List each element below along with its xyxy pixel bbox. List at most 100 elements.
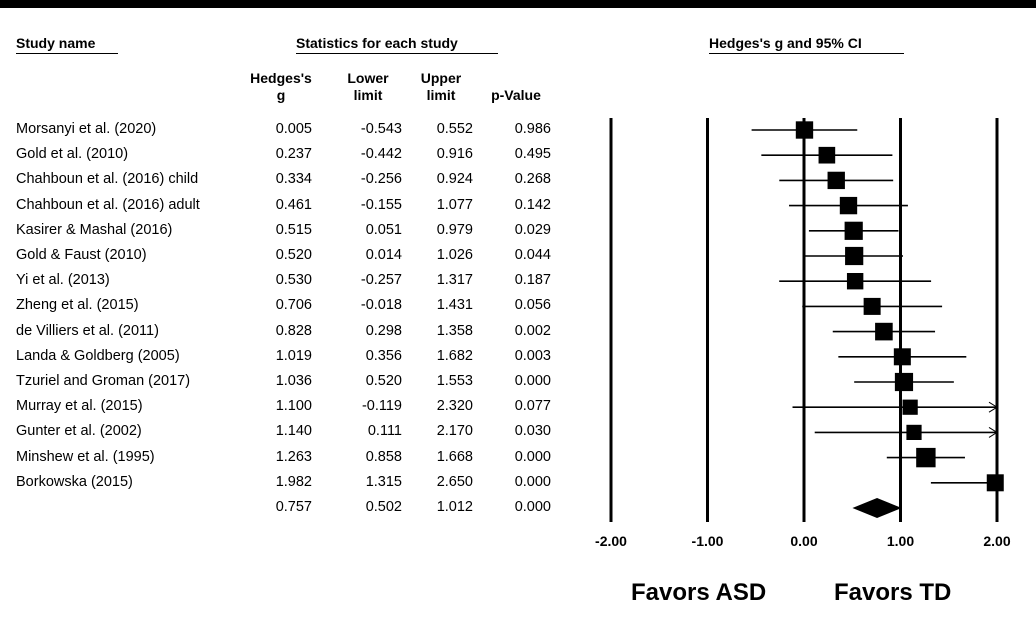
p-value-cell: 0.077: [514, 398, 551, 415]
hedges-g-cell: 0.515: [275, 221, 312, 238]
p-value-cell: 0.003: [514, 347, 551, 364]
lower-limit-cell: 0.520: [365, 373, 402, 389]
upper-limit-cell: 2.320: [436, 398, 473, 415]
upper-limit-cell: 0.924: [436, 171, 473, 188]
effect-square: [916, 447, 936, 468]
hedges-g-cell: 0.334: [275, 171, 312, 188]
lower-limit-cell: 0.014: [365, 247, 402, 263]
effect-square: [844, 221, 863, 240]
effect-square: [845, 246, 864, 266]
lower-limit-cell: -0.442: [360, 146, 402, 163]
hedges-g-cell: 0.520: [275, 247, 312, 263]
hedges-g-cell: 0.005: [275, 121, 312, 137]
col-header-lower: Lower limit: [336, 70, 400, 104]
study-name-cell: Zheng et al. (2015): [16, 297, 139, 314]
upper-limit-cell: 1.317: [436, 272, 473, 289]
lower-limit-cell: 0.051: [365, 221, 402, 238]
effect-square: [827, 171, 845, 190]
upper-limit-cell: 1.668: [436, 448, 473, 465]
ci-arrow: [988, 401, 998, 413]
hedges-g-cell: 1.036: [275, 373, 312, 389]
effect-square: [902, 399, 918, 415]
study-name-cell: Gunter et al. (2002): [16, 423, 142, 440]
col-header-g-line2: g: [276, 87, 286, 103]
lower-limit-cell: 0.298: [365, 322, 402, 339]
study-name-cell: Minshew et al. (1995): [16, 448, 155, 465]
effect-square: [846, 273, 864, 290]
effect-panel-header: Hedges's g and 95% CI: [709, 35, 862, 51]
effect-square: [839, 196, 858, 215]
col-header-p: p-Value: [491, 87, 541, 103]
hedges-g-cell: 1.019: [275, 347, 312, 364]
study-name-cell: Borkowska (2015): [16, 473, 133, 490]
effect-square: [893, 348, 911, 366]
p-value-cell: 0.029: [514, 221, 551, 238]
effect-square: [875, 322, 893, 341]
lower-limit-cell: -0.257: [360, 272, 402, 289]
hedges-g-cell: 1.100: [275, 398, 312, 415]
col-header-g-line1: Hedges's: [250, 70, 312, 86]
effect-square: [795, 121, 814, 139]
study-name-cell: Chahboun et al. (2016) child: [16, 171, 199, 188]
summary-g-cell: 0.757: [275, 499, 312, 515]
upper-limit-cell: 0.916: [436, 146, 473, 163]
summary-upper-cell: 1.012: [436, 499, 473, 515]
lower-limit-cell: 0.356: [365, 347, 402, 364]
col-header-lower-line1: Lower: [347, 70, 389, 86]
p-value-cell: 0.986: [514, 121, 551, 137]
p-value-cell: 0.002: [514, 322, 551, 339]
lower-limit-cell: 0.858: [365, 448, 402, 465]
col-header-upper: Upper limit: [409, 70, 473, 104]
upper-limit-cell: 2.650: [436, 473, 473, 490]
effect-square: [818, 146, 836, 164]
statistics-underline: [296, 53, 498, 54]
lower-limit-cell: -0.119: [361, 398, 402, 415]
lower-limit-cell: -0.256: [360, 171, 402, 188]
x-tick-label: 1.00: [887, 533, 914, 549]
p-value-cell: 0.142: [514, 196, 551, 213]
hedges-g-cell: 1.140: [275, 423, 312, 440]
x-tick-label: 2.00: [983, 533, 1010, 549]
statistics-header: Statistics for each study: [296, 35, 458, 51]
study-name-cell: Yi et al. (2013): [16, 272, 110, 289]
study-name-cell: Tzuriel and Groman (2017): [16, 373, 191, 389]
lower-limit-cell: -0.018: [360, 297, 402, 314]
study-name-underline: [16, 53, 118, 54]
hedges-g-cell: 1.263: [275, 448, 312, 465]
study-name-cell: Morsanyi et al. (2020): [16, 121, 157, 137]
p-value-cell: 0.000: [514, 473, 551, 490]
summary-p-cell: 0.000: [514, 499, 551, 515]
hedges-g-cell: 0.461: [275, 196, 312, 213]
upper-limit-cell: 1.682: [436, 347, 473, 364]
study-name-cell: de Villiers et al. (2011): [16, 322, 159, 339]
effect-square: [986, 474, 1004, 492]
upper-limit-cell: 0.979: [436, 221, 473, 238]
study-name-cell: Murray et al. (2015): [16, 398, 143, 415]
x-tick-label: 0.00: [790, 533, 817, 549]
p-value-cell: 0.268: [514, 171, 551, 188]
x-tick-label: -2.00: [595, 533, 627, 549]
study-name-cell: Chahboun et al. (2016) adult: [16, 196, 200, 213]
p-value-cell: 0.495: [514, 146, 551, 163]
col-header-upper-line1: Upper: [420, 70, 462, 86]
hedges-g-cell: 0.828: [275, 322, 312, 339]
upper-limit-cell: 1.358: [436, 322, 473, 339]
hedges-g-cell: 1.982: [275, 473, 312, 490]
top-border: [0, 0, 1036, 8]
col-header-lower-line2: limit: [353, 87, 383, 103]
study-name-header: Study name: [16, 35, 96, 51]
favors-td-label: Favors TD: [834, 579, 952, 606]
p-value-cell: 0.000: [514, 373, 551, 389]
study-name-cell: Gold et al. (2010): [16, 146, 129, 163]
summary-lower-cell: 0.502: [365, 499, 402, 515]
p-value-cell: 0.000: [514, 448, 551, 465]
upper-limit-cell: 2.170: [436, 423, 473, 440]
hedges-g-cell: 0.706: [275, 297, 312, 314]
upper-limit-cell: 1.431: [436, 297, 473, 314]
x-tick-label: -1.00: [692, 533, 724, 549]
study-name-cell: Gold & Faust (2010): [16, 247, 147, 263]
effect-panel-underline: [709, 53, 904, 54]
effect-square: [894, 372, 914, 392]
